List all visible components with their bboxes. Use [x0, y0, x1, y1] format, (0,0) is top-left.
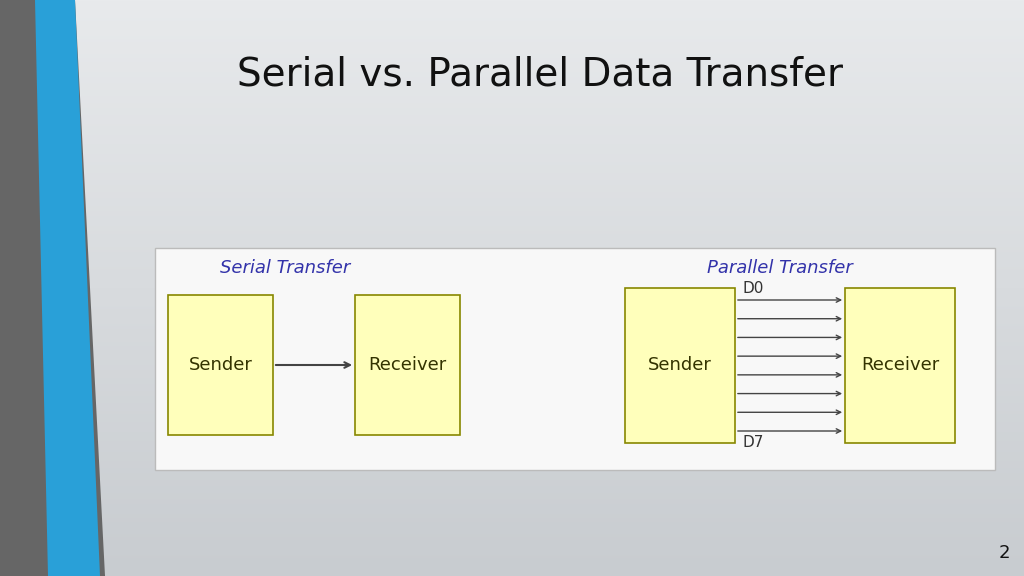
FancyBboxPatch shape: [625, 288, 735, 443]
FancyBboxPatch shape: [155, 248, 995, 470]
Text: D0: D0: [743, 281, 764, 296]
Text: Receiver: Receiver: [861, 357, 939, 374]
Text: Serial Transfer: Serial Transfer: [220, 259, 350, 277]
FancyBboxPatch shape: [355, 295, 460, 435]
Text: Parallel Transfer: Parallel Transfer: [708, 259, 853, 277]
Text: Sender: Sender: [188, 356, 253, 374]
Polygon shape: [0, 0, 105, 576]
Polygon shape: [35, 0, 100, 576]
FancyBboxPatch shape: [168, 295, 273, 435]
Text: 2: 2: [998, 544, 1010, 562]
Polygon shape: [0, 430, 105, 576]
Text: Receiver: Receiver: [369, 356, 446, 374]
FancyBboxPatch shape: [845, 288, 955, 443]
Text: D7: D7: [743, 435, 764, 450]
Text: Serial vs. Parallel Data Transfer: Serial vs. Parallel Data Transfer: [237, 56, 843, 94]
Text: Sender: Sender: [648, 357, 712, 374]
